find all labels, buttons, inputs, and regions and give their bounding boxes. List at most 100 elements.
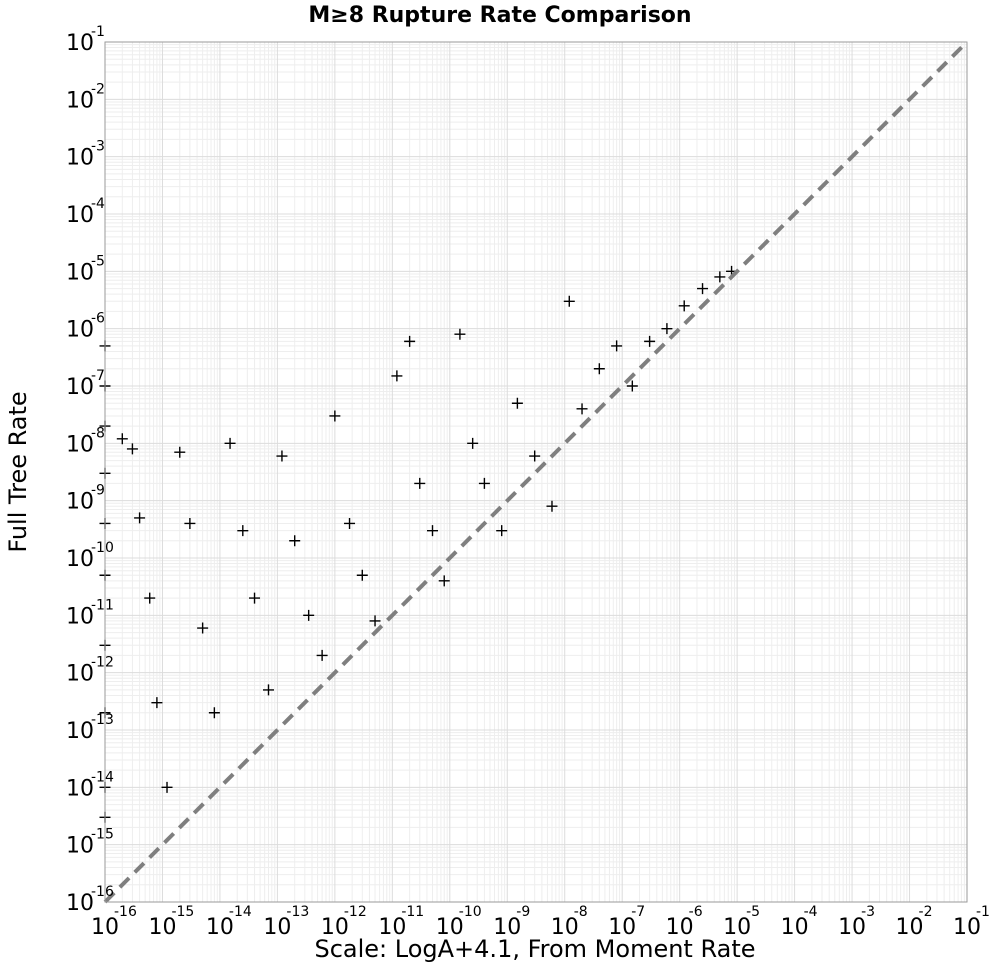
x-tick-base: 10 <box>953 915 981 940</box>
x-tick-base: 10 <box>608 915 636 940</box>
data-point <box>303 609 315 621</box>
x-tick-base: 10 <box>91 915 119 940</box>
x-tick-base: 10 <box>493 915 521 940</box>
data-point <box>356 569 368 581</box>
data-point <box>174 446 186 458</box>
y-tick-label: 10-3 <box>66 139 105 171</box>
y-axis-ticks: 10-1610-1510-1410-1310-1210-1110-1010-91… <box>66 24 114 916</box>
x-tick-exponent: -7 <box>631 904 645 920</box>
y-tick-exponent: -12 <box>91 655 114 671</box>
data-point <box>478 477 490 489</box>
y-tick-exponent: -3 <box>91 139 105 155</box>
data-point <box>134 512 146 524</box>
data-point <box>289 535 301 547</box>
plot-frame <box>104 41 968 903</box>
y-tick-label: 10-9 <box>66 483 105 515</box>
x-tick-exponent: -10 <box>459 904 482 920</box>
y-tick-exponent: -14 <box>91 769 114 785</box>
y-tick-label: 10-15 <box>66 827 114 859</box>
y-tick-label: 10-12 <box>66 655 114 687</box>
x-tick-label: 10-12 <box>321 904 367 940</box>
y-tick-base: 10 <box>66 318 94 343</box>
y-tick-label: 10-1 <box>66 24 105 56</box>
data-point <box>678 300 690 312</box>
x-tick-base: 10 <box>378 915 406 940</box>
data-point <box>126 443 138 455</box>
y-tick-label: 10-7 <box>66 368 105 400</box>
y-tick-base: 10 <box>66 146 94 171</box>
y-tick-base: 10 <box>66 547 94 572</box>
y-tick-label: 10-11 <box>66 597 114 629</box>
x-tick-label: 10-3 <box>838 904 875 940</box>
x-tick-exponent: -15 <box>171 904 194 920</box>
y-tick-label: 10-16 <box>66 884 114 916</box>
y-tick-base: 10 <box>66 662 94 687</box>
y-tick-label: 10-13 <box>66 712 114 744</box>
data-point <box>496 525 508 537</box>
y-tick-label: 10-8 <box>66 425 105 457</box>
x-tick-base: 10 <box>321 915 349 940</box>
y-tick-exponent: -1 <box>91 24 105 40</box>
data-point <box>369 615 381 627</box>
x-tick-base: 10 <box>896 915 924 940</box>
x-tick-label: 10-8 <box>551 904 588 940</box>
x-tick-base: 10 <box>666 915 694 940</box>
data-point <box>237 525 249 537</box>
x-tick-label: 10-14 <box>206 904 252 940</box>
y-tick-exponent: -11 <box>91 597 114 613</box>
y-tick-base: 10 <box>66 891 94 916</box>
x-tick-base: 10 <box>206 915 234 940</box>
data-point <box>626 380 638 392</box>
x-axis-ticks: 10-1610-1510-1410-1310-1210-1110-1010-91… <box>91 904 990 940</box>
x-tick-exponent: -5 <box>746 904 760 920</box>
x-tick-label: 10-7 <box>608 904 645 940</box>
data-point <box>276 450 288 462</box>
y-tick-base: 10 <box>66 490 94 515</box>
y-tick-base: 10 <box>66 432 94 457</box>
data-point <box>329 410 341 422</box>
y-tick-label: 10-10 <box>66 540 114 572</box>
x-tick-label: 10-2 <box>896 904 933 940</box>
data-point <box>184 517 196 529</box>
x-tick-base: 10 <box>551 915 579 940</box>
y-tick-exponent: -16 <box>91 884 114 900</box>
x-tick-exponent: -6 <box>689 904 703 920</box>
y-tick-exponent: -4 <box>91 196 105 212</box>
data-point <box>611 340 623 352</box>
y-tick-label: 10-4 <box>66 196 105 228</box>
x-axis-label: Scale: LogA+4.1, From Moment Rate <box>314 935 755 963</box>
x-tick-exponent: -3 <box>861 904 875 920</box>
data-point <box>546 500 558 512</box>
data-point <box>414 477 426 489</box>
data-point <box>644 335 656 347</box>
y-tick-label: 10-2 <box>66 81 105 113</box>
y-tick-base: 10 <box>66 375 94 400</box>
data-point <box>249 592 261 604</box>
y-tick-exponent: -7 <box>91 368 105 384</box>
x-tick-base: 10 <box>148 915 176 940</box>
chart-title: M≥8 Rupture Rate Comparison <box>308 3 691 28</box>
y-tick-label: 10-6 <box>66 311 105 343</box>
x-tick-label: 10-4 <box>781 904 818 940</box>
x-tick-base: 10 <box>263 915 291 940</box>
data-point <box>661 323 673 335</box>
x-tick-exponent: -9 <box>516 904 530 920</box>
x-tick-label: 10-16 <box>91 904 137 940</box>
y-tick-base: 10 <box>66 719 94 744</box>
data-point <box>438 575 450 587</box>
x-tick-exponent: -4 <box>804 904 818 920</box>
data-point <box>197 622 209 634</box>
grid <box>104 41 968 903</box>
x-tick-label: 10-1 <box>953 904 990 940</box>
y-tick-base: 10 <box>66 834 94 859</box>
x-tick-exponent: -1 <box>976 904 990 920</box>
y-tick-base: 10 <box>66 604 94 629</box>
data-point <box>714 271 726 283</box>
data-point <box>144 592 156 604</box>
data-point <box>344 517 356 529</box>
x-tick-base: 10 <box>781 915 809 940</box>
data-point <box>262 684 274 696</box>
data-point <box>427 525 439 537</box>
x-tick-label: 10-5 <box>723 904 760 940</box>
